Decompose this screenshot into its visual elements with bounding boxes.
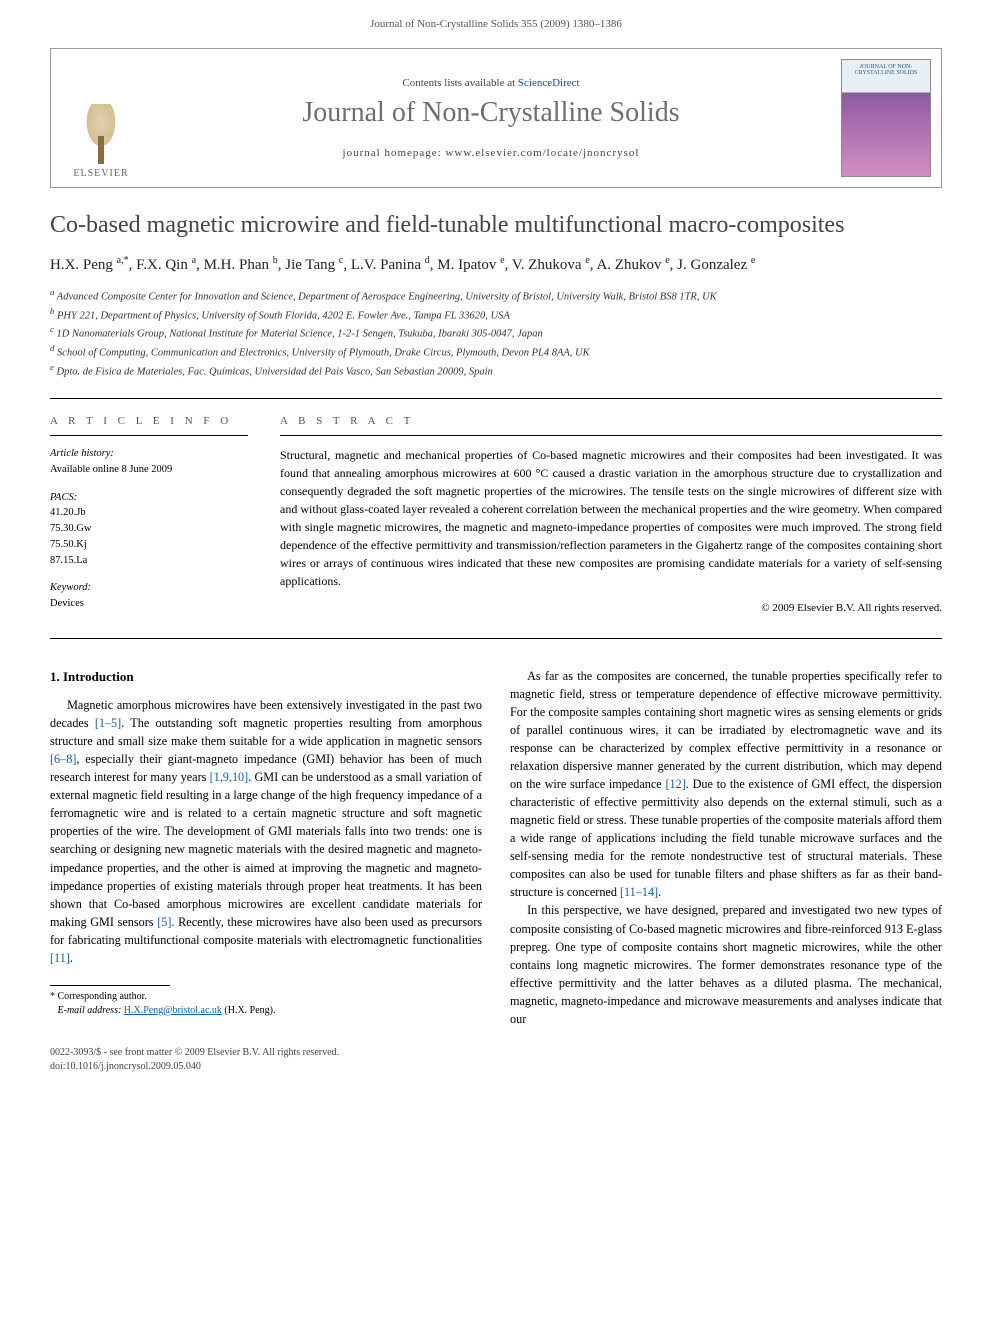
footer-line2: doi:10.1016/j.jnoncrysol.2009.05.040 <box>50 1060 942 1074</box>
pacs-value: 87.15.La <box>50 555 87 566</box>
cover-block: JOURNAL OF NON-CRYSTALLINE SOLIDS <box>831 49 941 187</box>
affiliation-list: a Advanced Composite Center for Innovati… <box>50 286 942 380</box>
body-paragraph: In this perspective, we have designed, p… <box>510 901 942 1027</box>
banner-middle: Contents lists available at ScienceDirec… <box>151 49 831 187</box>
corresponding-note: * Corresponding author. <box>50 990 482 1004</box>
journal-banner: ELSEVIER Contents lists available at Sci… <box>50 48 942 188</box>
article-info: A R T I C L E I N F O Article history: A… <box>50 399 260 638</box>
body-paragraph: Magnetic amorphous microwires have been … <box>50 696 482 967</box>
journal-cover-thumb: JOURNAL OF NON-CRYSTALLINE SOLIDS <box>841 59 931 177</box>
pacs-value: 75.30.Gw <box>50 523 91 534</box>
sciencedirect-link[interactable]: ScienceDirect <box>518 77 580 89</box>
pacs-label: PACS: <box>50 492 77 503</box>
history-block: Article history: Available online 8 June… <box>50 446 248 478</box>
abstract: A B S T R A C T Structural, magnetic and… <box>260 399 942 638</box>
citation-text: Journal of Non-Crystalline Solids 355 (2… <box>370 18 622 30</box>
cover-label: JOURNAL OF NON-CRYSTALLINE SOLIDS <box>855 64 918 76</box>
info-head: A R T I C L E I N F O <box>50 413 248 437</box>
info-abstract-row: A R T I C L E I N F O Article history: A… <box>50 398 942 639</box>
column-right: As far as the composites are concerned, … <box>510 667 942 1028</box>
pacs-block: PACS: 41.20.Jb 75.30.Gw 75.50.Kj 87.15.L… <box>50 490 248 569</box>
history-label: Article history: <box>50 448 114 459</box>
pacs-value: 41.20.Jb <box>50 507 86 518</box>
article-title: Co-based magnetic microwire and field-tu… <box>50 210 942 240</box>
elsevier-tree-icon <box>76 104 126 164</box>
contents-line: Contents lists available at ScienceDirec… <box>402 77 579 89</box>
publisher-name: ELSEVIER <box>73 168 128 179</box>
email-label: E-mail address: <box>58 1005 122 1016</box>
footer-line1: 0022-3093/$ - see front matter © 2009 El… <box>50 1046 942 1060</box>
article-front: Co-based magnetic microwire and field-tu… <box>50 210 942 639</box>
column-left: 1. Introduction Magnetic amorphous micro… <box>50 667 482 1028</box>
pacs-value: 75.50.Kj <box>50 539 87 550</box>
abstract-copyright: © 2009 Elsevier B.V. All rights reserved… <box>280 600 942 617</box>
publisher-block: ELSEVIER <box>51 49 151 187</box>
page-footer: 0022-3093/$ - see front matter © 2009 El… <box>50 1046 942 1074</box>
keyword-block: Keyword: Devices <box>50 580 248 612</box>
body-columns: 1. Introduction Magnetic amorphous micro… <box>50 667 942 1028</box>
keyword-label: Keyword: <box>50 582 91 593</box>
contents-prefix: Contents lists available at <box>402 77 517 89</box>
journal-name: Journal of Non-Crystalline Solids <box>302 97 679 129</box>
email-note: E-mail address: H.X.Peng@bristol.ac.uk (… <box>50 1004 482 1018</box>
history-value: Available online 8 June 2009 <box>50 464 172 475</box>
keyword-value: Devices <box>50 598 84 609</box>
footnote-divider <box>50 985 170 986</box>
abstract-head: A B S T R A C T <box>280 413 942 437</box>
email-who: (H.X. Peng). <box>224 1005 275 1016</box>
email-link[interactable]: H.X.Peng@bristol.ac.uk <box>124 1005 222 1016</box>
author-list: H.X. Peng a,*, F.X. Qin a, M.H. Phan b, … <box>50 254 942 276</box>
running-header: Journal of Non-Crystalline Solids 355 (2… <box>0 0 992 40</box>
homepage-line: journal homepage: www.elsevier.com/locat… <box>343 147 640 159</box>
homepage-url[interactable]: www.elsevier.com/locate/jnoncrysol <box>445 147 639 159</box>
section-head: 1. Introduction <box>50 667 482 686</box>
abstract-text: Structural, magnetic and mechanical prop… <box>280 446 942 590</box>
homepage-prefix: journal homepage: <box>343 147 446 159</box>
body-paragraph: As far as the composites are concerned, … <box>510 667 942 902</box>
